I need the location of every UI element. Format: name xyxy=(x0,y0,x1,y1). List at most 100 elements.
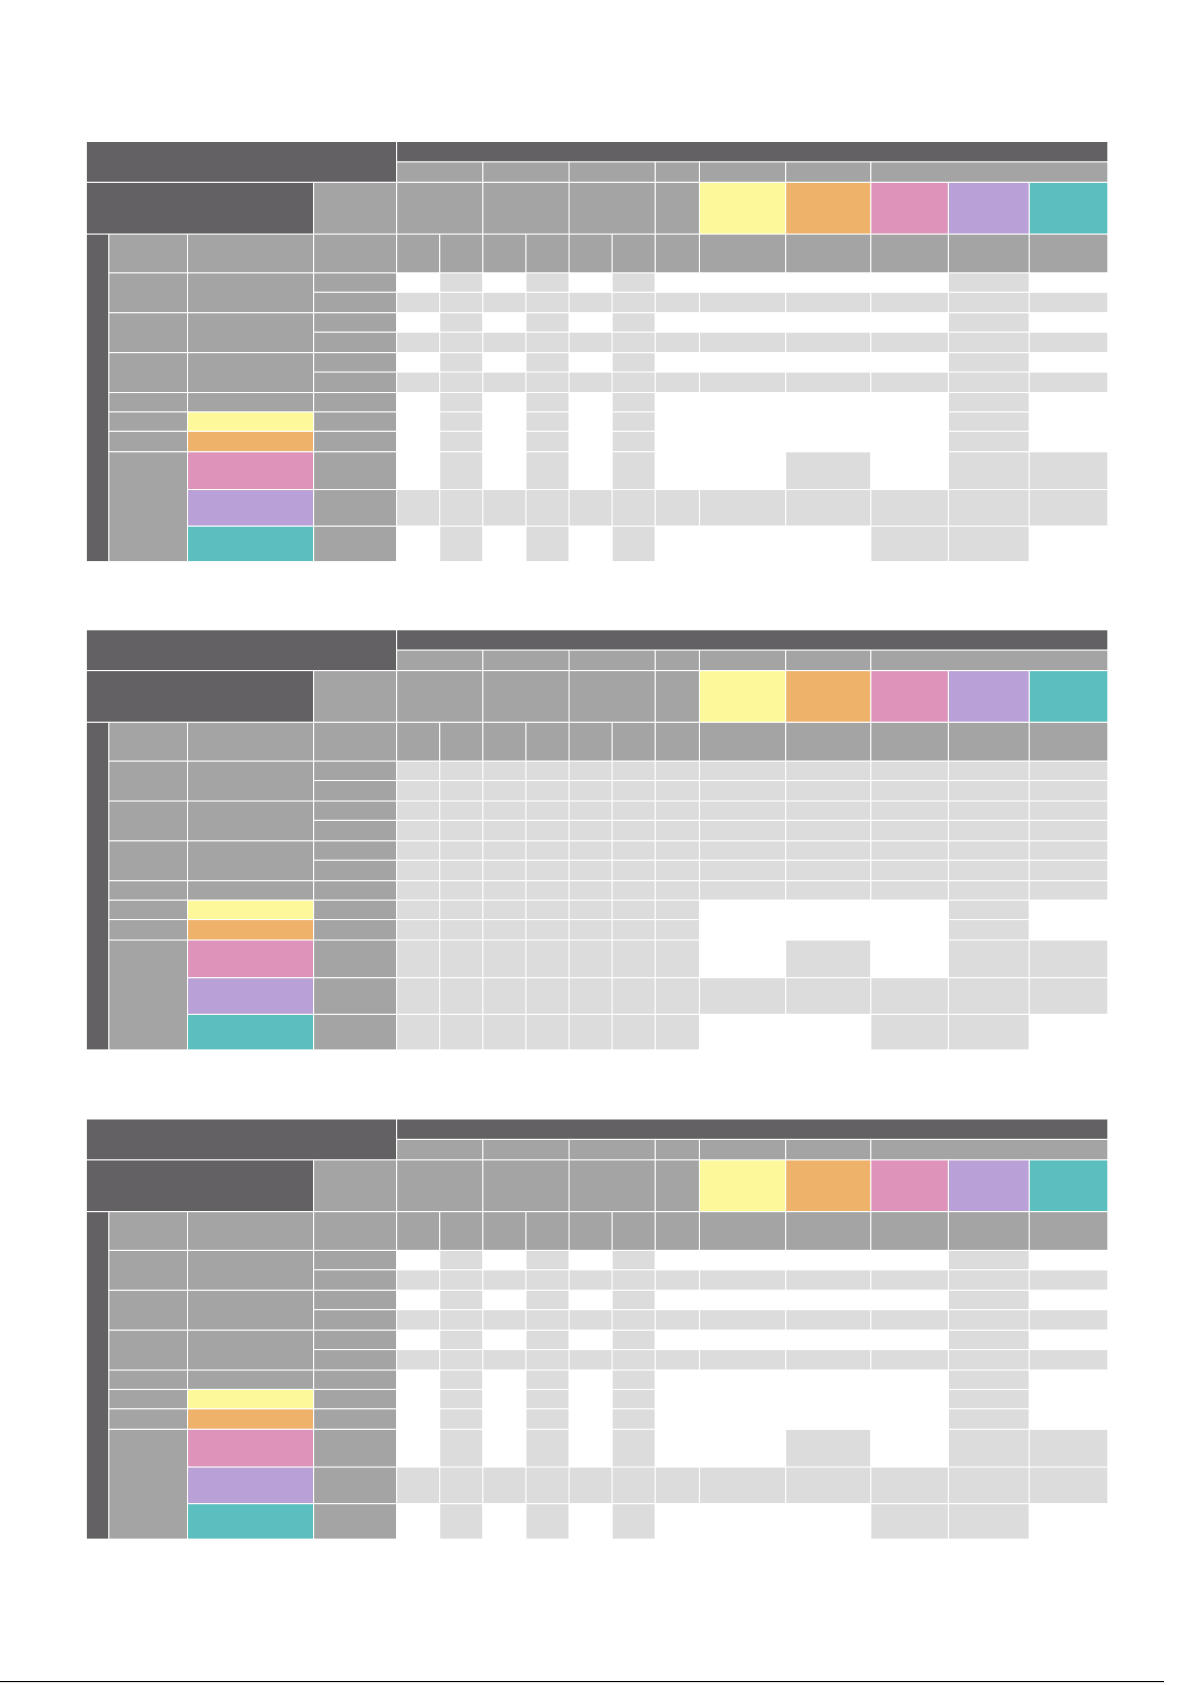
row-label xyxy=(186,939,315,979)
table-cell xyxy=(1028,371,1109,394)
table-cell xyxy=(396,760,441,782)
table-cell xyxy=(439,1428,484,1468)
header-cell xyxy=(785,233,872,274)
group-header xyxy=(396,161,484,183)
table-cell xyxy=(698,1408,787,1430)
row-label xyxy=(313,800,398,821)
table-cell xyxy=(870,800,949,821)
table-cell xyxy=(1028,1466,1109,1505)
group-header xyxy=(482,161,570,183)
table-cell xyxy=(654,977,701,1015)
table-cell xyxy=(439,272,484,293)
table-cell xyxy=(396,1349,441,1371)
row-group xyxy=(108,1289,189,1331)
table-cell xyxy=(698,331,787,354)
row-label xyxy=(186,1503,315,1540)
header-cell xyxy=(1028,1159,1109,1213)
row-label xyxy=(313,371,398,394)
table-cell xyxy=(439,371,484,394)
table-cell xyxy=(525,760,570,782)
row-label xyxy=(186,451,315,491)
table-cell xyxy=(525,1329,570,1351)
header-cell xyxy=(568,670,656,723)
table-cell xyxy=(947,430,1030,453)
table-cell xyxy=(870,1329,949,1351)
table-cell xyxy=(947,919,1030,941)
table-cell xyxy=(439,391,484,413)
table-cell xyxy=(785,488,872,527)
table-cell xyxy=(568,939,613,979)
table-cell xyxy=(698,312,787,333)
header-cell xyxy=(870,1211,949,1251)
table-border xyxy=(85,1118,1109,1540)
table-cell xyxy=(1028,1289,1109,1311)
table-cell xyxy=(1028,291,1109,314)
header-cell xyxy=(525,721,570,762)
table-cell xyxy=(611,331,656,354)
table-cell xyxy=(654,1269,701,1291)
table-cell xyxy=(947,411,1030,432)
table-cell xyxy=(396,451,441,491)
table-cell xyxy=(947,760,1030,782)
table-cell xyxy=(947,840,1030,861)
table-cell xyxy=(870,451,949,491)
table-cell xyxy=(947,859,1030,882)
table-cell xyxy=(439,1466,484,1505)
row-label xyxy=(186,1329,315,1371)
table-cell xyxy=(396,1013,441,1051)
table-cell xyxy=(396,919,441,941)
table-cell xyxy=(785,939,872,979)
row-label xyxy=(186,880,315,901)
table-cell xyxy=(439,880,484,901)
table-cell xyxy=(482,1269,527,1291)
table-cell xyxy=(698,1289,787,1311)
table-cell xyxy=(611,1249,656,1271)
table-cell xyxy=(1028,272,1109,293)
header-cell xyxy=(568,1211,613,1251)
row-group xyxy=(108,760,189,802)
table-cell xyxy=(785,1349,872,1371)
table-cell xyxy=(525,488,570,527)
header-cell xyxy=(785,1211,872,1251)
row-label xyxy=(186,977,315,1015)
header-dark xyxy=(85,181,315,235)
table-cell xyxy=(785,1369,872,1391)
row-label xyxy=(313,919,398,941)
table-cell xyxy=(654,859,701,882)
header-cell xyxy=(785,181,872,235)
table-cell xyxy=(947,1503,1030,1540)
row-label xyxy=(186,525,315,563)
table-cell xyxy=(439,312,484,333)
header-cell xyxy=(1028,181,1109,235)
table-cell xyxy=(568,800,613,821)
table-cell xyxy=(611,1503,656,1540)
table-cell xyxy=(396,1369,441,1391)
table-cell xyxy=(654,291,701,314)
table-cell xyxy=(611,1289,656,1311)
table-cell xyxy=(654,840,701,861)
table-cell xyxy=(396,371,441,394)
table-cell xyxy=(525,312,570,333)
header-dark xyxy=(396,629,1109,651)
table-cell xyxy=(785,312,872,333)
table-cell xyxy=(785,840,872,861)
table-cell xyxy=(785,1249,872,1271)
table-cell xyxy=(1028,919,1109,941)
table-cell xyxy=(654,488,701,527)
table-cell xyxy=(785,291,872,314)
table-cell xyxy=(482,272,527,293)
group-header xyxy=(568,649,656,672)
group-header xyxy=(568,1138,656,1161)
group-header xyxy=(785,1138,872,1161)
table-cell xyxy=(654,1466,701,1505)
table-cell xyxy=(1028,1269,1109,1291)
row-label xyxy=(313,1466,398,1505)
table-cell xyxy=(654,272,701,293)
row-label xyxy=(186,800,315,842)
group-header xyxy=(568,161,656,183)
table-cell xyxy=(698,977,787,1015)
table-cell xyxy=(525,352,570,373)
table-cell xyxy=(568,859,613,882)
table-cell xyxy=(482,819,527,842)
